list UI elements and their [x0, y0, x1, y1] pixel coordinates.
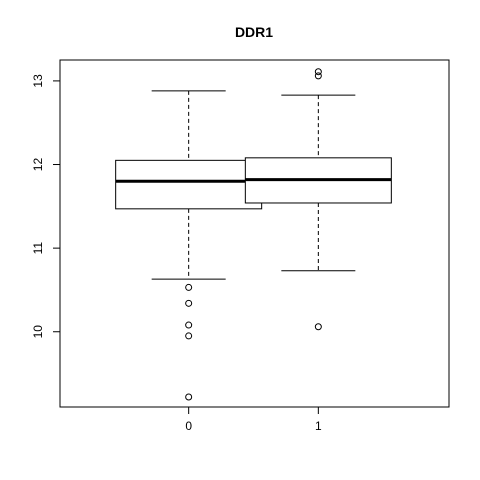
outlier-point: [185, 393, 193, 401]
plot-frame: [59, 59, 450, 408]
outlier-point: [185, 321, 193, 329]
x-tick-label: 0: [185, 419, 192, 433]
outlier-point: [185, 332, 193, 340]
y-tick-label: 12: [31, 158, 45, 172]
box-group-0: [115, 90, 263, 401]
outlier-point: [185, 299, 193, 307]
y-tick-label: 10: [31, 325, 45, 339]
chart-title: DDR1: [235, 24, 273, 40]
box-group-1: [244, 68, 392, 331]
outlier-point: [314, 68, 322, 76]
iqr-box: [115, 159, 263, 210]
y-axis: 10 11 12 13: [31, 74, 60, 339]
boxes-layer: [115, 68, 392, 401]
outlier-point: [185, 283, 193, 291]
outlier-point: [314, 72, 322, 80]
outlier-point: [314, 323, 322, 331]
y-tick-label: 11: [31, 242, 45, 255]
x-tick-label: 1: [315, 419, 322, 433]
y-tick-label: 13: [31, 74, 45, 88]
